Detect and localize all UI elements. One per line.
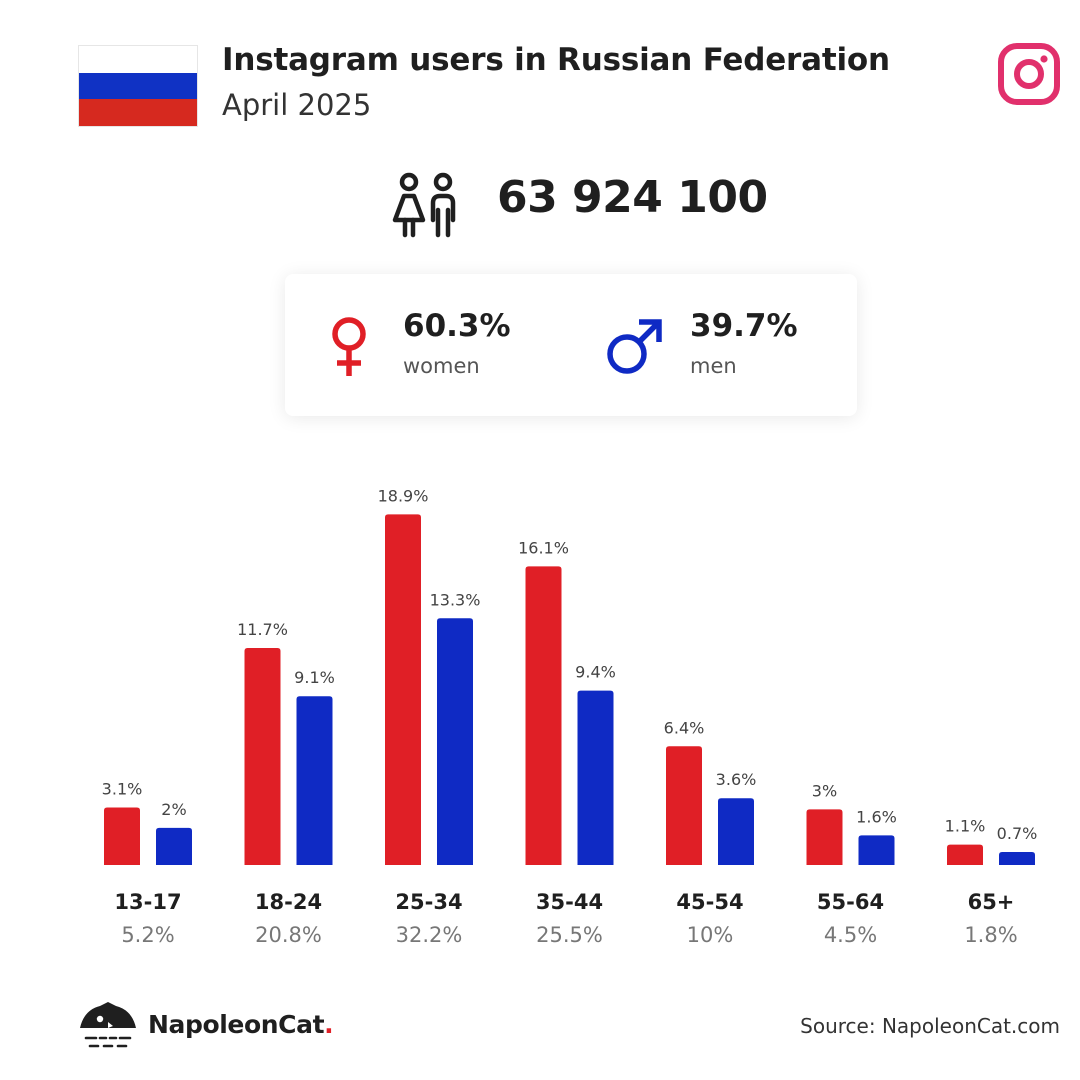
value-label-women-55-64: 3% (812, 781, 837, 800)
value-label-men-55-64: 1.6% (856, 807, 897, 826)
women-percentage: 60.3% (403, 308, 511, 344)
bar-women-18-24 (244, 647, 281, 865)
bar-men-35-44 (577, 690, 614, 865)
bar-women-65+ (947, 844, 983, 865)
value-label-men-45-54: 3.6% (716, 770, 757, 789)
bar-men-25-34 (437, 618, 473, 865)
category-label-13-17: 13-17 (114, 890, 181, 914)
value-label-men-25-34: 13.3% (430, 590, 481, 609)
value-label-women-35-44: 16.1% (518, 538, 569, 557)
total-users: 63 924 100 (497, 172, 768, 223)
value-label-women-18-24: 11.7% (237, 620, 288, 639)
value-label-men-35-44: 9.4% (575, 663, 616, 682)
flag-stripe-blue (79, 72, 197, 100)
value-label-women-25-34: 18.9% (378, 486, 429, 505)
gender-split-card: 60.3% women 39.7% men (285, 274, 857, 416)
men-label: men (690, 354, 737, 378)
country-flag (79, 46, 197, 126)
category-total-45-54: 10% (687, 923, 734, 947)
bar-women-25-34 (385, 514, 421, 865)
category-label-35-44: 35-44 (536, 890, 603, 914)
category-label-18-24: 18-24 (255, 890, 322, 914)
men-percentage: 39.7% (690, 308, 798, 344)
bar-women-45-54 (666, 746, 702, 865)
category-label-55-64: 55-64 (817, 890, 884, 914)
value-label-men-13-17: 2% (161, 800, 186, 819)
brand-name-text: NapoleonCat (148, 1010, 325, 1039)
age-gender-bar-chart: 3.1% 2% 13-17 5.2% 11.7% 9.1% 18-24 20.8% 18.9% 1… (102, 486, 1038, 947)
category-label-65+: 65+ (968, 890, 1015, 914)
value-label-men-18-24: 9.1% (294, 668, 335, 687)
category-total-55-64: 4.5% (824, 923, 877, 947)
category-label-25-34: 25-34 (395, 890, 462, 914)
napoleoncat-logo-icon (80, 1002, 136, 1048)
bar-women-35-44 (525, 566, 562, 865)
category-total-65+: 1.8% (964, 923, 1017, 947)
bar-men-45-54 (718, 798, 754, 865)
women-label: women (403, 354, 480, 378)
flag-stripe-white (79, 46, 197, 73)
female-symbol-icon (332, 317, 366, 376)
category-total-35-44: 25.5% (536, 923, 603, 947)
value-label-men-65+: 0.7% (997, 824, 1038, 843)
category-label-45-54: 45-54 (676, 890, 743, 914)
bar-men-18-24 (296, 696, 333, 865)
brand-name: NapoleonCat. (148, 1010, 334, 1039)
bar-women-13-17 (104, 807, 140, 865)
male-symbol-icon (607, 319, 662, 374)
source-link[interactable]: Source: NapoleonCat.com (800, 1014, 1060, 1038)
bar-men-55-64 (858, 835, 895, 865)
category-total-18-24: 20.8% (255, 923, 322, 947)
bar-men-13-17 (156, 827, 192, 865)
flag-stripe-red (79, 99, 197, 126)
bar-men-65+ (999, 852, 1035, 865)
value-label-women-45-54: 6.4% (664, 718, 705, 737)
page-title: Instagram users in Russian Federation (222, 42, 890, 78)
value-label-women-13-17: 3.1% (102, 779, 143, 798)
instagram-icon (998, 43, 1060, 105)
bar-women-55-64 (806, 809, 843, 865)
value-label-women-65+: 1.1% (945, 817, 986, 836)
category-total-25-34: 32.2% (396, 923, 463, 947)
category-total-13-17: 5.2% (121, 923, 174, 947)
brand-dot: . (324, 1010, 334, 1039)
users-icon (392, 172, 456, 238)
page-subtitle: April 2025 (222, 88, 372, 122)
